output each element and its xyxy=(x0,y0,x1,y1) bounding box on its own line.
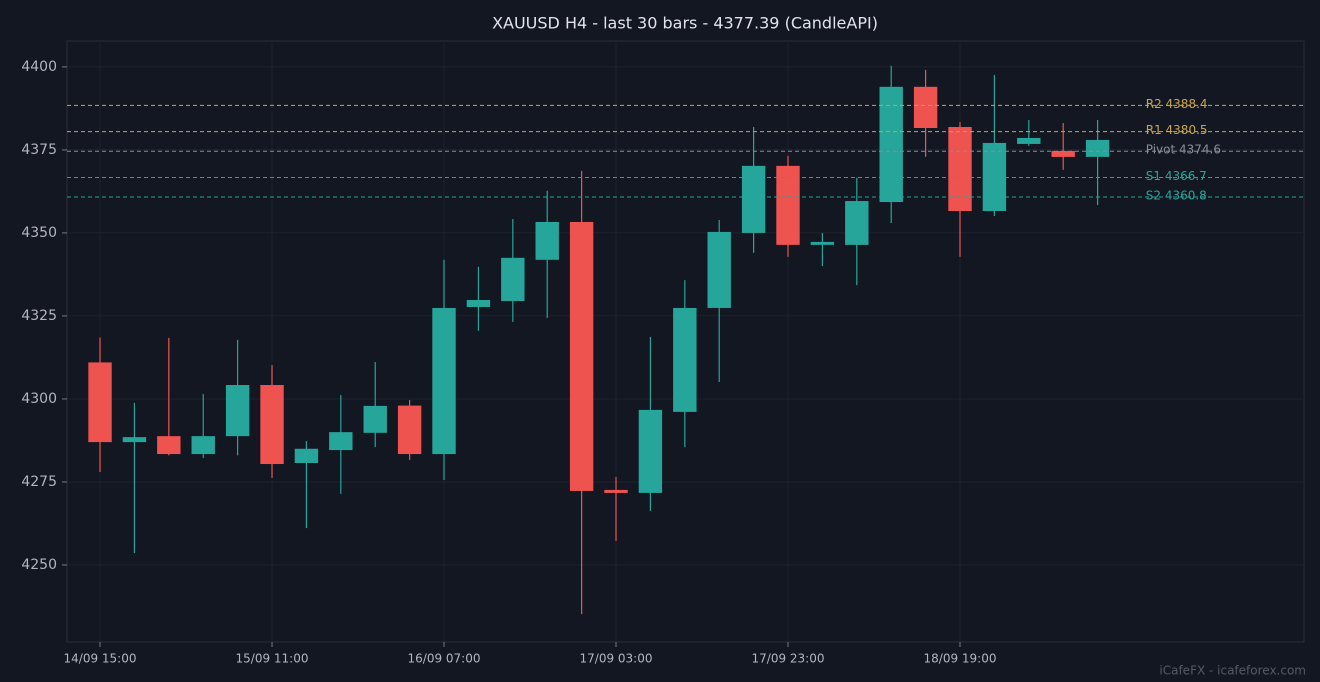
level-label: S2 4360.8 xyxy=(1146,189,1207,203)
candle-body xyxy=(225,384,250,437)
x-tick-label: 16/09 07:00 xyxy=(408,652,481,666)
candle-body xyxy=(776,165,800,245)
candle-body xyxy=(466,299,491,307)
candle-body xyxy=(1085,139,1110,157)
x-tick-label: 14/09 15:00 xyxy=(64,652,137,666)
candle-body xyxy=(638,409,663,493)
level-label: S1 4366.7 xyxy=(1146,169,1207,183)
candle-body xyxy=(191,436,215,455)
candle-body xyxy=(673,307,697,412)
candle-body xyxy=(329,432,353,451)
x-tick-label: 17/09 03:00 xyxy=(580,652,653,666)
candle-body xyxy=(397,405,422,455)
chart-title: XAUUSD H4 - last 30 bars - 4377.39 (Cand… xyxy=(492,14,878,33)
x-tick-label: 15/09 11:00 xyxy=(236,652,309,666)
candle-body xyxy=(535,221,559,260)
candle-body xyxy=(845,201,869,245)
candle-body xyxy=(913,86,938,128)
candle-body xyxy=(707,231,731,308)
y-tick-label: 4275 xyxy=(21,474,57,490)
watermark: iCafeFX - icafeforex.com xyxy=(1159,664,1306,678)
level-label: R1 4380.5 xyxy=(1146,123,1208,137)
candle-body xyxy=(432,307,456,455)
y-tick-label: 4375 xyxy=(21,142,57,158)
level-label: Pivot 4374.6 xyxy=(1146,143,1221,157)
candle-body xyxy=(741,165,766,233)
candle-body xyxy=(1017,137,1041,144)
candle-body xyxy=(1051,150,1075,157)
candle-body xyxy=(260,384,284,465)
candle-body xyxy=(569,221,594,491)
y-tick-label: 4325 xyxy=(21,308,57,324)
candle-body xyxy=(294,448,319,464)
candle-body xyxy=(157,436,181,455)
y-tick-label: 4250 xyxy=(21,557,57,573)
candle-body xyxy=(948,126,972,212)
candle-body xyxy=(363,405,387,433)
candle-body xyxy=(879,86,903,203)
candle-body xyxy=(122,437,147,443)
level-label: R2 4388.4 xyxy=(1146,97,1208,111)
candle-body xyxy=(810,241,835,245)
x-tick-label: 17/09 23:00 xyxy=(752,652,825,666)
candle-body xyxy=(88,362,112,443)
candle-body xyxy=(604,489,628,493)
y-tick-label: 4300 xyxy=(21,391,57,407)
candle-body xyxy=(501,257,525,301)
y-tick-label: 4350 xyxy=(21,225,57,241)
y-tick-label: 4400 xyxy=(21,59,57,75)
x-tick-label: 18/09 19:00 xyxy=(924,652,997,666)
